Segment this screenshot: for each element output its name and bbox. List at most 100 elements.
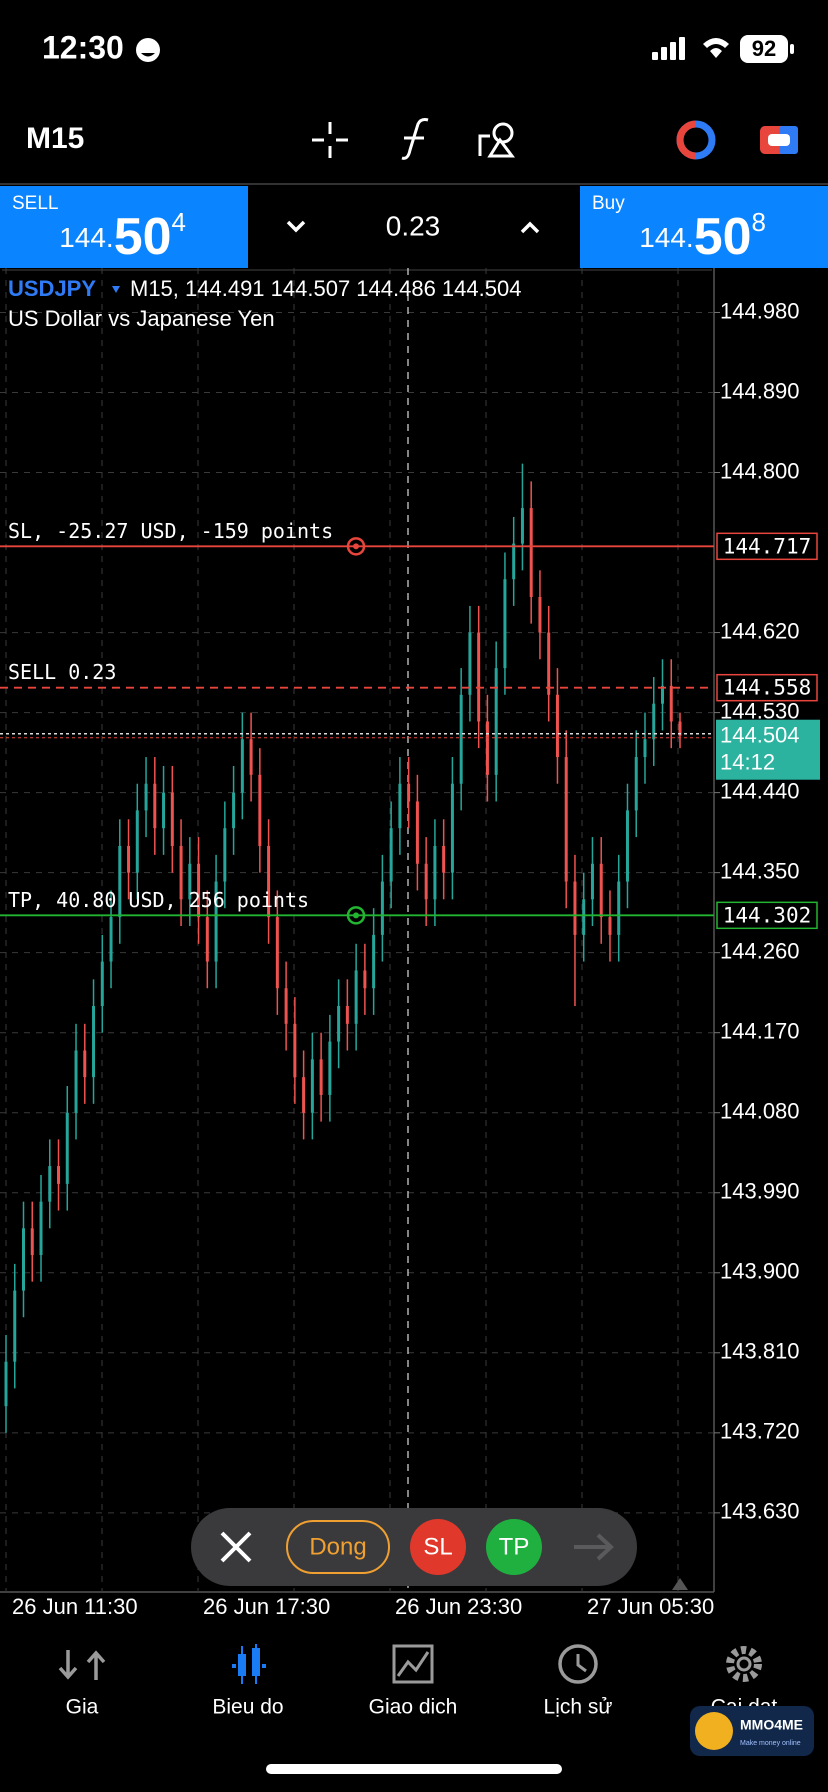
candle-body bbox=[328, 1041, 332, 1095]
y-tick-label: 143.810 bbox=[720, 1339, 800, 1364]
level-handle-dot bbox=[353, 543, 359, 550]
clock: 12:30 bbox=[42, 29, 124, 65]
battery-tip bbox=[790, 44, 794, 54]
volume[interactable]: 0.23 bbox=[386, 210, 441, 241]
candle-body bbox=[13, 1290, 17, 1362]
candle-body bbox=[48, 1166, 52, 1202]
nav-icon-history bbox=[558, 1644, 598, 1684]
x-tick-label: 26 Jun 17:30 bbox=[203, 1594, 330, 1619]
candle-body bbox=[678, 721, 682, 736]
level-handle-dot bbox=[353, 912, 359, 919]
y-tick-label: 144.080 bbox=[720, 1099, 800, 1124]
candle-body bbox=[127, 845, 131, 873]
sell-price-sup: 4 bbox=[172, 207, 186, 237]
candle-body bbox=[398, 783, 402, 829]
sell-price-main: 144. bbox=[59, 222, 114, 253]
scroll-end-marker[interactable] bbox=[672, 1578, 688, 1590]
candle-body bbox=[118, 845, 122, 918]
candle-body bbox=[660, 685, 664, 704]
volume-up[interactable] bbox=[520, 221, 540, 234]
nav-icon-trade bbox=[392, 1644, 434, 1684]
candle-body bbox=[310, 1059, 314, 1113]
watermark-slogan: Make money online bbox=[740, 1740, 801, 1747]
sell-button[interactable] bbox=[0, 186, 248, 268]
home-indicator bbox=[266, 1764, 562, 1774]
nav-item[interactable]: Lịch sử bbox=[544, 1696, 613, 1719]
chart[interactable]: 144.980 144.890 144.800 144.620 144.530 144.4… bbox=[0, 268, 820, 1619]
candle-body bbox=[267, 845, 271, 918]
buy-price-main: 144. bbox=[639, 222, 694, 253]
candle-body bbox=[459, 694, 463, 784]
battery-icon bbox=[740, 35, 788, 63]
current-price: 144.504 bbox=[720, 723, 800, 748]
buy-button[interactable] bbox=[580, 186, 828, 268]
y-tick-label: 144.260 bbox=[720, 938, 800, 963]
candle-body bbox=[293, 1023, 297, 1078]
candle-body bbox=[652, 703, 656, 740]
symbol-description: US Dollar vs Japanese Yen bbox=[8, 306, 275, 331]
candle-body bbox=[100, 961, 104, 1007]
candle-body bbox=[249, 739, 253, 775]
nav-item[interactable]: Giao dich bbox=[369, 1696, 458, 1719]
close-position-label: Dong bbox=[309, 1533, 366, 1560]
battery-level: 92 bbox=[752, 36, 776, 61]
sl-button[interactable] bbox=[410, 1519, 466, 1575]
close-actions-button[interactable] bbox=[220, 1531, 252, 1563]
level-label: SL, -25.27 USD, -159 points bbox=[8, 519, 333, 543]
volume-down[interactable] bbox=[286, 220, 306, 233]
level-price-box bbox=[716, 532, 818, 561]
symbol-dropdown[interactable] bbox=[112, 286, 120, 293]
candle-body bbox=[39, 1201, 43, 1255]
y-tick-label: 144.620 bbox=[720, 618, 800, 643]
candle-body bbox=[564, 757, 568, 882]
nav-icon-history-hands bbox=[576, 1654, 587, 1673]
candle-body bbox=[617, 881, 621, 935]
buy-price: 144.508 bbox=[639, 207, 766, 266]
tp-button[interactable] bbox=[486, 1519, 542, 1575]
nav-item[interactable]: Gia bbox=[66, 1696, 99, 1719]
nav-item[interactable]: Bieu do bbox=[212, 1696, 283, 1719]
candle-body bbox=[223, 828, 227, 882]
objects-button[interactable] bbox=[478, 122, 515, 158]
candle-body bbox=[608, 917, 612, 935]
level-price-box bbox=[716, 673, 818, 702]
level-label: TP, 40.80 USD, 256 points bbox=[8, 888, 309, 912]
level-price: 144.717 bbox=[723, 534, 812, 558]
next-button[interactable] bbox=[574, 1533, 614, 1561]
timeframe-button[interactable]: M15 bbox=[26, 122, 84, 155]
buy-price-sup: 8 bbox=[752, 207, 766, 237]
sell-price-big: 50 bbox=[114, 208, 172, 266]
candle-body bbox=[433, 845, 437, 900]
level-handle[interactable] bbox=[346, 537, 366, 556]
candle-body bbox=[345, 1006, 349, 1024]
candle-body bbox=[319, 1059, 323, 1095]
candle-body bbox=[520, 508, 524, 544]
candle-body bbox=[573, 881, 577, 935]
candle-body bbox=[135, 810, 139, 873]
indicators-button[interactable] bbox=[401, 118, 429, 160]
buy-label: Buy bbox=[592, 193, 625, 214]
x-tick-label: 27 Jun 05:30 bbox=[587, 1594, 714, 1619]
candle-body bbox=[109, 917, 113, 962]
symbol[interactable]: USDJPY bbox=[8, 276, 96, 301]
candle-body bbox=[512, 543, 516, 580]
candle-body bbox=[337, 1006, 341, 1042]
y-tick-label: 144.890 bbox=[720, 378, 800, 403]
watermark-logo bbox=[695, 1712, 733, 1750]
candle-body bbox=[92, 1006, 96, 1078]
crosshair-button[interactable] bbox=[312, 122, 348, 158]
candle-body bbox=[529, 508, 533, 597]
candle-body bbox=[30, 1228, 34, 1255]
candle-body bbox=[214, 881, 218, 962]
account-button-half bbox=[676, 120, 697, 160]
candle-body bbox=[170, 792, 174, 846]
x-tick-label: 26 Jun 23:30 bbox=[395, 1594, 522, 1619]
candle-body bbox=[634, 757, 638, 811]
y-tick-label: 144.170 bbox=[720, 1019, 800, 1044]
close-position-button[interactable] bbox=[286, 1520, 390, 1574]
current-price-box bbox=[716, 719, 820, 780]
buy-price-big: 50 bbox=[694, 208, 752, 266]
candle-body bbox=[547, 632, 551, 695]
candle-body bbox=[415, 801, 419, 864]
level-handle[interactable] bbox=[346, 906, 366, 925]
